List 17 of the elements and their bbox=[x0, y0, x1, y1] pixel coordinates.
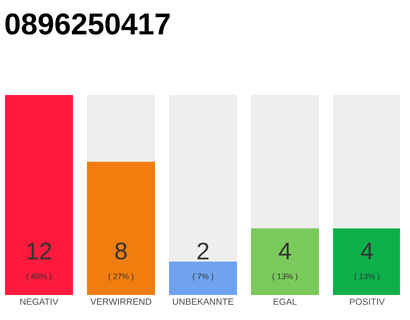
annotation: ( 13% ) bbox=[272, 273, 298, 281]
x-tick-label: UNBEKANNTE bbox=[172, 298, 234, 305]
data-label: 4 bbox=[360, 242, 373, 260]
data-label: 2 bbox=[198, 242, 208, 260]
annotation: ( 40% ) bbox=[26, 273, 52, 281]
annotation: ( 27% ) bbox=[108, 273, 134, 281]
data-label: 4 bbox=[278, 242, 291, 260]
x-tick-label: POSITIV bbox=[350, 298, 385, 305]
x-tick-label: NEGATIV bbox=[20, 298, 58, 305]
annotation: ( 7% ) bbox=[192, 273, 214, 281]
data-label: 8 bbox=[115, 242, 127, 260]
x-tick-label: EGAL bbox=[274, 298, 297, 305]
data-label: 12 bbox=[27, 242, 52, 260]
bar bbox=[169, 262, 237, 295]
x-tick-label: VERWIRREND bbox=[90, 298, 152, 305]
chart-title: 0896250417 bbox=[5, 13, 170, 35]
annotation: ( 13% ) bbox=[354, 273, 380, 281]
